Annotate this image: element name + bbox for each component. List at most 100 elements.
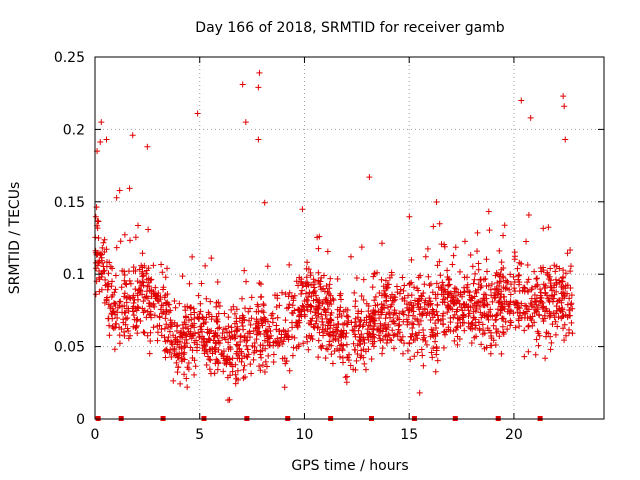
- data-point: [468, 339, 475, 346]
- data-point: [244, 354, 251, 361]
- data-point: [417, 317, 424, 324]
- data-point: [119, 267, 126, 274]
- data-point: [289, 324, 296, 331]
- data-point: [521, 314, 528, 321]
- data-point: [273, 339, 280, 346]
- data-point: [379, 350, 386, 357]
- data-point: [411, 336, 418, 343]
- data-point: [567, 284, 574, 291]
- data-point: [435, 316, 442, 323]
- data-point: [227, 344, 234, 351]
- data-point: [479, 312, 486, 319]
- data-point: [510, 273, 517, 280]
- data-point: [323, 345, 330, 352]
- data-point: [480, 295, 487, 302]
- data-point: [261, 199, 268, 206]
- data-point: [394, 289, 401, 296]
- data-point: [134, 292, 141, 299]
- data-point: [251, 340, 258, 347]
- data-point: [515, 315, 522, 322]
- data-point: [481, 330, 488, 337]
- data-point: [158, 326, 165, 333]
- data-point: [446, 275, 453, 282]
- data-point: [498, 350, 505, 357]
- data-point: [347, 253, 354, 260]
- data-point: [159, 310, 166, 317]
- data-point: [569, 305, 576, 312]
- data-point: [507, 281, 514, 288]
- data-point: [320, 285, 327, 292]
- data-point: [381, 290, 388, 297]
- data-point: [201, 336, 208, 343]
- data-point: [444, 309, 451, 316]
- data-point: [353, 357, 360, 364]
- data-point: [499, 273, 506, 280]
- data-point: [304, 301, 311, 308]
- data-point: [504, 326, 511, 333]
- data-point: [430, 345, 437, 352]
- data-point: [250, 356, 257, 363]
- data-point: [434, 357, 441, 364]
- data-point: [313, 312, 319, 319]
- data-point: [427, 298, 434, 305]
- data-point: [135, 222, 142, 229]
- data-point: [496, 247, 503, 254]
- data-point: [518, 260, 525, 267]
- data-point: [423, 341, 430, 348]
- data-point: [301, 311, 308, 318]
- data-point: [525, 323, 532, 330]
- data-point: [288, 293, 295, 300]
- data-point: [168, 338, 175, 345]
- data-point: [96, 288, 103, 295]
- data-point: [516, 323, 523, 330]
- data-point: [475, 286, 482, 293]
- x-tick-label: 20: [505, 427, 523, 443]
- data-point: [132, 234, 139, 241]
- data-point: [138, 270, 145, 277]
- data-point: [209, 345, 216, 352]
- data-point: [440, 321, 447, 328]
- data-point: [328, 351, 335, 358]
- data-point: [177, 380, 184, 387]
- data-point: [494, 279, 501, 286]
- data-point: [524, 279, 531, 286]
- data-point: [267, 327, 274, 334]
- data-point: [96, 276, 103, 283]
- data-point: [445, 282, 452, 289]
- data-point: [212, 344, 219, 351]
- data-point: [433, 280, 440, 287]
- data-point: [547, 265, 554, 272]
- data-point: [207, 357, 214, 364]
- data-point: [446, 281, 453, 288]
- data-point: [109, 291, 116, 298]
- data-point: [380, 325, 387, 332]
- data-point: [121, 277, 128, 284]
- data-point: [139, 305, 146, 312]
- data-point-notable: [560, 93, 567, 100]
- data-point: [515, 272, 522, 279]
- data-point: [538, 268, 545, 275]
- data-point: [273, 304, 280, 311]
- data-point: [102, 282, 109, 289]
- data-point: [461, 238, 468, 245]
- data-point: [199, 328, 206, 335]
- data-point: [126, 185, 133, 192]
- data-point: [194, 314, 201, 321]
- data-point: [264, 339, 271, 346]
- data-point: [452, 244, 459, 251]
- data-point: [409, 320, 416, 327]
- data-point: [147, 308, 154, 315]
- data-point: [533, 336, 540, 343]
- data-point: [567, 301, 574, 308]
- data-point: [147, 337, 154, 344]
- data-point: [400, 287, 407, 294]
- data-point: [568, 319, 575, 326]
- data-point: [497, 278, 504, 285]
- data-point: [531, 310, 538, 317]
- data-point: [306, 289, 313, 296]
- data-point: [191, 339, 198, 346]
- data-point: [337, 290, 344, 297]
- data-point: [388, 269, 395, 276]
- data-point: [352, 315, 359, 322]
- data-point: [319, 326, 326, 333]
